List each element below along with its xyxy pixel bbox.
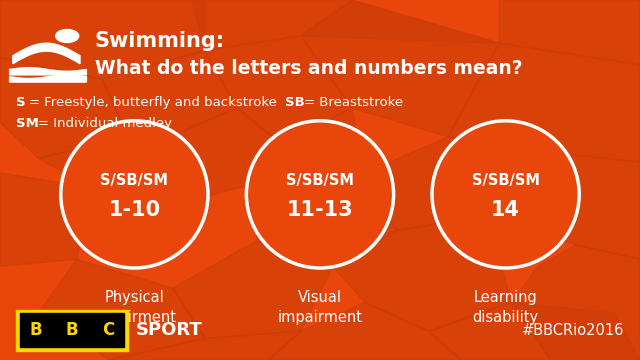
Polygon shape [301, 0, 499, 43]
Polygon shape [0, 173, 90, 266]
Polygon shape [448, 43, 640, 162]
Text: 14: 14 [491, 199, 520, 220]
Text: What do the letters and numbers mean?: What do the letters and numbers mean? [95, 59, 522, 78]
Text: 11-13: 11-13 [287, 199, 353, 220]
Polygon shape [173, 241, 333, 338]
Text: C: C [102, 321, 114, 339]
Polygon shape [205, 36, 352, 144]
Polygon shape [109, 331, 301, 360]
Polygon shape [10, 68, 86, 75]
Polygon shape [301, 0, 499, 137]
Text: #BBCRio2016: #BBCRio2016 [522, 323, 624, 338]
Text: = Individual medley: = Individual medley [38, 117, 172, 130]
Polygon shape [102, 50, 237, 144]
Polygon shape [486, 151, 640, 259]
Text: Swimming:: Swimming: [95, 31, 225, 51]
Polygon shape [0, 58, 128, 158]
Circle shape [56, 30, 79, 42]
Polygon shape [192, 0, 352, 50]
Polygon shape [0, 0, 205, 79]
Text: Learning
disability: Learning disability [472, 290, 539, 325]
Polygon shape [499, 0, 640, 65]
Text: S/SB/SM: S/SB/SM [472, 172, 540, 188]
Text: SB: SB [285, 96, 305, 109]
Text: = Breaststroke: = Breaststroke [304, 96, 403, 109]
FancyBboxPatch shape [16, 310, 128, 351]
FancyBboxPatch shape [20, 314, 124, 347]
Text: SM: SM [16, 117, 39, 130]
Polygon shape [269, 108, 365, 180]
Polygon shape [10, 75, 86, 82]
Polygon shape [365, 137, 538, 230]
Polygon shape [13, 43, 80, 64]
Text: 1-10: 1-10 [108, 199, 161, 220]
Ellipse shape [432, 121, 579, 268]
Text: = Freestyle, butterfly and backstroke: = Freestyle, butterfly and backstroke [29, 96, 277, 109]
Text: B: B [66, 321, 78, 339]
Polygon shape [512, 302, 640, 360]
Polygon shape [38, 259, 205, 360]
Text: Visual
impairment: Visual impairment [278, 290, 362, 325]
Text: S: S [16, 96, 26, 109]
Ellipse shape [61, 121, 208, 268]
Text: SPORT: SPORT [136, 321, 202, 339]
Text: Physical
impairment: Physical impairment [92, 290, 177, 325]
Ellipse shape [246, 121, 394, 268]
Text: S/SB/SM: S/SB/SM [286, 172, 354, 188]
Text: S/SB/SM: S/SB/SM [100, 172, 168, 188]
Polygon shape [38, 137, 154, 187]
Polygon shape [512, 245, 640, 360]
Polygon shape [429, 302, 550, 360]
Polygon shape [333, 216, 512, 331]
Polygon shape [128, 108, 282, 205]
Text: B: B [30, 321, 42, 339]
Polygon shape [269, 302, 461, 360]
Polygon shape [256, 173, 397, 266]
